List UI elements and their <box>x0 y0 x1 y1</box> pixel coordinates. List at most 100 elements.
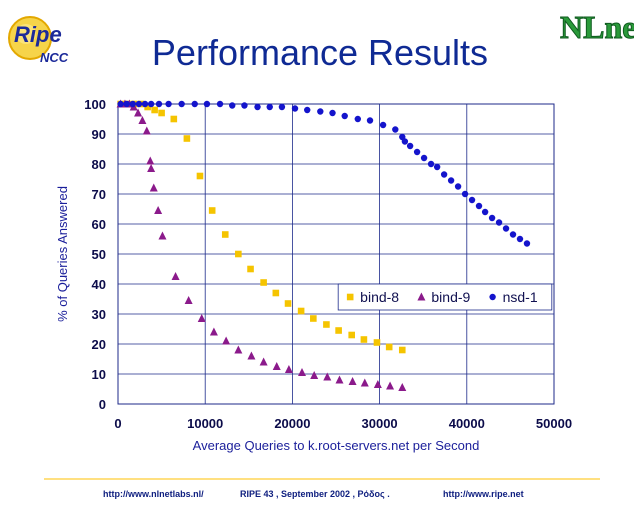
nsd-1-point <box>241 102 248 109</box>
nsd-1-point <box>488 214 496 222</box>
nsd-1-point <box>392 126 399 133</box>
bind-9-point <box>197 314 206 322</box>
performance-chart: 0 10 20 30 40 50 60 70 80 90 100 0 10000 20000 30000 40… <box>55 97 572 453</box>
plot-border <box>117 103 555 405</box>
y-tick-label: 30 <box>92 307 106 322</box>
nsd-1-point <box>129 100 137 108</box>
bind-8-point <box>348 331 355 339</box>
bind-8-point <box>272 289 280 297</box>
bind-8-point <box>144 103 151 111</box>
legend-label-nsd-1: nsd-1 <box>503 289 538 305</box>
y-axis-label: % of Queries Answered <box>55 186 70 322</box>
nsd-1-point <box>433 163 441 171</box>
legend-box <box>337 283 553 311</box>
nsd-1-point <box>461 190 469 198</box>
x-tick-label: 0 <box>114 416 121 431</box>
bind-9-point <box>348 377 357 385</box>
bind-9-point <box>373 380 382 388</box>
y-tick-label: 40 <box>92 277 106 292</box>
bind-9-point <box>284 365 293 373</box>
bind-8-point <box>260 279 267 286</box>
bind-8-point <box>247 265 254 273</box>
nsd-1-point <box>155 100 163 108</box>
bind-9-point <box>222 336 231 345</box>
bind-9-point <box>146 156 155 165</box>
nsd-1-point <box>413 148 421 156</box>
nsd-1-point <box>178 100 185 108</box>
nsd-1-point <box>447 177 455 184</box>
bind-9-point <box>142 126 151 135</box>
bind-9-point <box>360 378 369 387</box>
nsd-1-point <box>165 100 172 108</box>
bind-9-point <box>335 375 344 384</box>
y-tick-label: 100 <box>84 97 106 112</box>
x-tick-label: 20000 <box>274 416 310 431</box>
bind-9-point <box>149 183 158 192</box>
y-tick-label: 50 <box>92 247 106 262</box>
bind-8-point <box>335 327 342 334</box>
slide-title: Performance Results <box>151 32 489 73</box>
nsd-1-point <box>317 108 324 115</box>
bind-8-point <box>170 115 178 123</box>
nsd-1-point <box>516 235 524 243</box>
bind-8-point <box>235 250 242 258</box>
nsd-1-point <box>123 100 130 108</box>
bind-8-point <box>398 346 406 354</box>
nsd-1-point <box>427 160 435 168</box>
nsd-1-point <box>366 117 374 124</box>
nsd-1-point <box>147 100 155 108</box>
footer-rule <box>44 478 600 480</box>
bind-8-point <box>284 300 292 307</box>
nlnet-logo: NLnet <box>560 9 635 46</box>
legend-label-bind-9: bind-9 <box>431 289 470 305</box>
bind-8-point <box>196 172 204 180</box>
bind-8-point <box>323 321 330 328</box>
bind-8-point <box>183 135 191 142</box>
nsd-1-point <box>141 100 149 108</box>
nsd-1-point <box>291 105 299 112</box>
bind-9-point <box>134 108 143 117</box>
x-tick-label: 10000 <box>187 416 223 431</box>
nsd-1-point <box>523 240 531 247</box>
nsd-1-point <box>454 183 462 190</box>
y-tick-label: 90 <box>92 127 106 142</box>
nsd-1-point <box>468 196 476 204</box>
ripe-logo-text: Ripe <box>14 22 62 47</box>
nsd-1-point <box>481 208 489 216</box>
ncc-logo-text: NCC <box>40 50 69 65</box>
bind-8-point <box>208 207 216 214</box>
y-tick-label: 70 <box>92 187 106 202</box>
bind-9-point <box>154 206 163 214</box>
nsd-1-point <box>203 100 211 108</box>
bind-9-point <box>158 231 167 240</box>
y-tick-label: 80 <box>92 157 106 172</box>
nsd-1-point <box>401 138 409 145</box>
bind-8-point <box>310 315 317 322</box>
nlnet-logo-text: NLnet <box>560 9 634 45</box>
bind-9-point <box>386 381 395 390</box>
nsd-1-point <box>329 109 336 117</box>
nsd-1-point <box>475 202 483 210</box>
x-tick-label: 50000 <box>536 416 572 431</box>
bind-9-point <box>259 357 268 366</box>
nsd-1-point <box>229 102 236 109</box>
bind-9-point <box>247 351 256 360</box>
bind-8-point <box>151 106 158 114</box>
bind-9-point <box>184 296 193 304</box>
x-tick-label: 30000 <box>362 416 398 431</box>
y-tick-label: 0 <box>99 397 106 412</box>
nsd-1-point <box>278 103 286 111</box>
bind-8-point <box>158 109 165 117</box>
footer-event: RIPE 43 , September 2002 , Ρόδος . <box>240 489 390 499</box>
nsd-1-point <box>266 103 273 111</box>
legend-label-bind-8: bind-8 <box>360 289 399 305</box>
nsd-1-point <box>341 112 348 120</box>
bind-9-point <box>297 368 306 376</box>
nsd-1-point <box>216 100 224 108</box>
nsd-1-point <box>440 171 448 178</box>
bind-9-point <box>398 383 407 391</box>
bind-9-point <box>171 272 180 280</box>
nsd-1-point <box>495 219 503 226</box>
y-tick-label: 10 <box>92 367 106 382</box>
